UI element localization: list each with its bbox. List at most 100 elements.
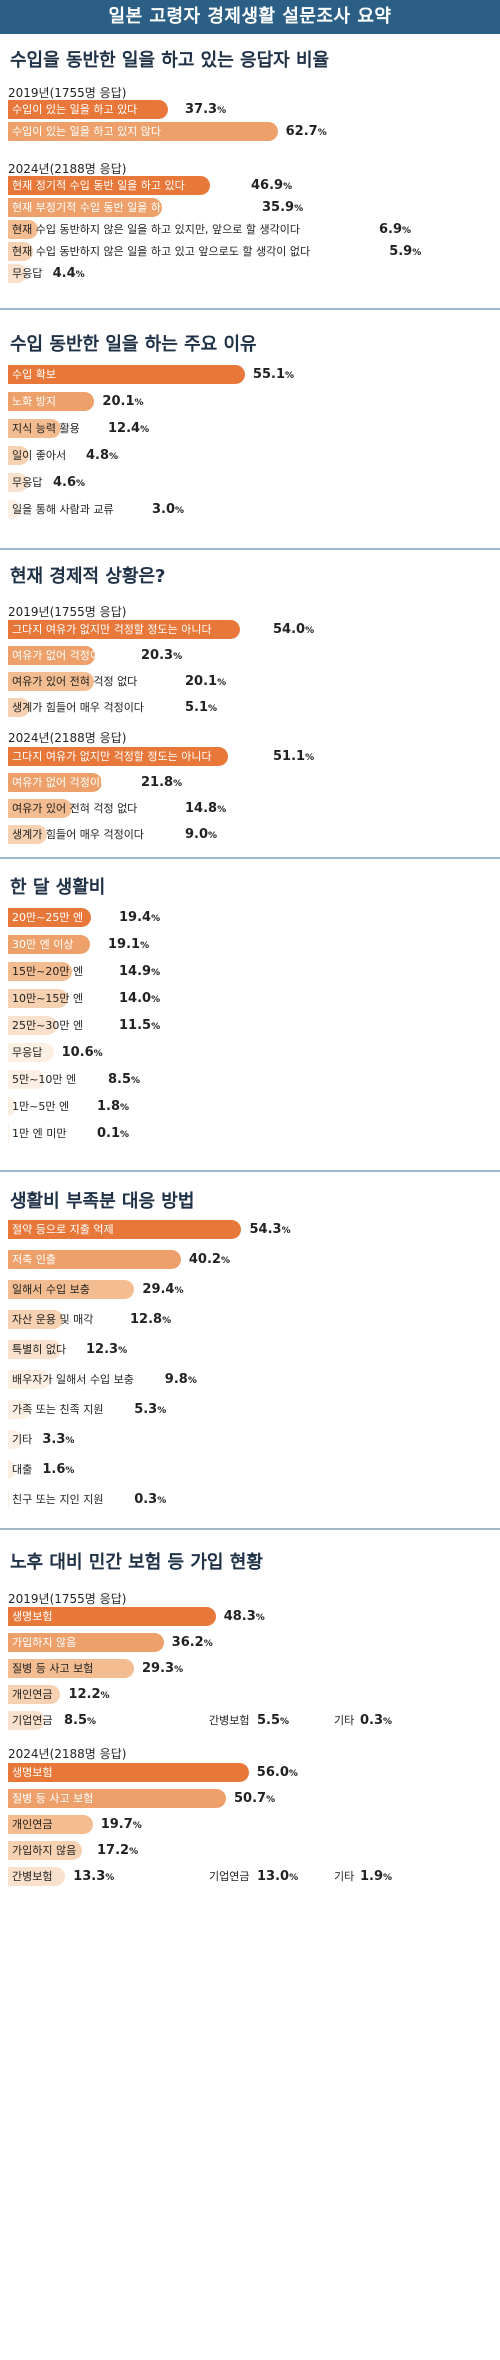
- bar: [8, 365, 245, 384]
- bar-value: 12.8%: [130, 1312, 172, 1327]
- bar-label: 여유가 있어 전혀 걱정 없다: [12, 675, 138, 688]
- bar-label: 수입이 있는 일을 하고 있다: [12, 103, 138, 116]
- bar: [8, 620, 241, 639]
- bar: [8, 100, 169, 119]
- bar: [8, 747, 228, 766]
- bar: [8, 1607, 216, 1626]
- bar-value: 17.2%: [97, 1843, 139, 1858]
- bar-label: 현재 수입 동반하지 않은 일을 하고 있지만, 앞으로 할 생각이다: [12, 223, 300, 236]
- bar-label: 무응답: [12, 476, 43, 489]
- bar-label: 그다지 여유가 없지만 걱정할 정도는 아니다: [12, 750, 212, 763]
- bar-value: 19.4%: [119, 910, 161, 925]
- bar-label: 무응답: [12, 267, 43, 280]
- bar-value: 48.3%: [223, 1609, 265, 1624]
- bar-value: 6.9%: [379, 222, 412, 237]
- bar: [8, 1124, 9, 1143]
- bar-label: 저축 인출: [12, 1253, 56, 1266]
- bar-value: 20.3%: [141, 648, 183, 663]
- bar-value: 14.8%: [185, 801, 227, 816]
- bar: [8, 1841, 82, 1860]
- bar: [8, 989, 69, 1008]
- bar: [8, 698, 30, 717]
- bar-label: 개인연금: [12, 1818, 53, 1831]
- bar-label: 생명보험: [12, 1610, 53, 1623]
- bar-value: 5.9%: [389, 244, 422, 259]
- section-divider: [0, 1170, 500, 1172]
- bar-value: 1.8%: [97, 1099, 130, 1114]
- bar: [8, 1400, 31, 1419]
- section-title: 수입을 동반한 일을 하고 있는 응답자 비율: [10, 50, 330, 71]
- bar-value: 54.3%: [249, 1222, 291, 1237]
- bar-label: 질병 등 사고 보험: [12, 1662, 94, 1675]
- bar: [8, 1867, 66, 1886]
- bar-value: 50.7%: [234, 1791, 276, 1806]
- bar: [8, 198, 163, 217]
- group-label: 2024년(2188명 응답): [8, 162, 127, 176]
- bar-label: 일해서 수입 보충: [12, 1283, 90, 1296]
- bar-value: 0.3%: [134, 1492, 167, 1507]
- bar: [8, 1789, 226, 1808]
- bar-label: 20만~25만 엔: [12, 911, 84, 924]
- bar-value: 0.3%: [360, 1713, 393, 1728]
- bar-value: 8.5%: [64, 1713, 97, 1728]
- bar-label: 현재 수입 동반하지 않은 일을 하고 있고 앞으로도 할 생각이 없다: [12, 245, 311, 258]
- bar: [8, 1685, 61, 1704]
- bar-value: 9.8%: [164, 1372, 197, 1387]
- bar: [8, 935, 91, 954]
- bar-label: 대출: [12, 1463, 33, 1476]
- bar: [8, 1763, 249, 1782]
- section-divider: [0, 308, 500, 310]
- bar-label: 여유가 없어 걱정이다: [12, 649, 111, 662]
- bar-label: 개인연금: [12, 1688, 53, 1701]
- group-label: 2024년(2188명 응답): [8, 731, 127, 745]
- bar-label: 생계가 힘들어 매우 걱정이다: [12, 828, 144, 841]
- group-label: 2024년(2188명 응답): [8, 1747, 127, 1761]
- bar-label: 현재 부정기적 수입 동반 일을 하고 있다: [12, 201, 195, 214]
- bar-value: 12.2%: [68, 1687, 110, 1702]
- bar-value: 1.6%: [42, 1462, 75, 1477]
- bar-value: 20.1%: [185, 674, 227, 689]
- bar-value: 14.9%: [119, 964, 161, 979]
- bar: [8, 419, 62, 438]
- bar: [8, 1460, 15, 1479]
- section-title: 노후 대비 민간 보험 등 가입 현황: [10, 1552, 263, 1573]
- bar-label: 생명보험: [12, 1766, 53, 1779]
- bar: [8, 220, 38, 239]
- bar: [8, 242, 34, 261]
- bar-value: 4.4%: [52, 266, 85, 281]
- section-title: 한 달 생활비: [10, 877, 106, 898]
- bar-label: 자산 운용 및 매각: [12, 1313, 94, 1326]
- bar: [8, 1070, 45, 1089]
- bar-value: 4.6%: [53, 475, 86, 490]
- bar-label: 10만~15만 엔: [12, 992, 84, 1005]
- bar: [8, 500, 21, 519]
- bar-value: 21.8%: [141, 775, 183, 790]
- bar-value: 12.3%: [86, 1342, 128, 1357]
- bar-value: 5.3%: [134, 1402, 167, 1417]
- bar: [8, 1280, 135, 1299]
- bar-value: 9.0%: [185, 827, 218, 842]
- bar-label: 1만~5만 엔: [12, 1100, 70, 1113]
- bar-value: 5.1%: [185, 700, 218, 715]
- bar-label: 일이 좋아서: [12, 449, 67, 462]
- section-divider: [0, 1528, 500, 1530]
- bar-value: 40.2%: [188, 1252, 230, 1267]
- bar-value: 14.0%: [119, 991, 161, 1006]
- bar-label: 일을 통해 사람과 교류: [12, 503, 114, 516]
- bar: [8, 799, 72, 818]
- bar-label: 간병보험: [12, 1870, 53, 1883]
- bar-label: 30만 엔 이상: [12, 938, 74, 951]
- bar-value: 55.1%: [252, 367, 295, 382]
- bar-label: 무응답: [12, 1046, 43, 1059]
- bar-value: 29.4%: [142, 1282, 184, 1297]
- bar-value: 10.6%: [61, 1045, 103, 1060]
- bar-value: 3.3%: [42, 1432, 75, 1447]
- bar-label: 15만~20만 엔: [12, 965, 84, 978]
- bar: [8, 122, 278, 141]
- bar-value: 56.0%: [256, 1765, 298, 1780]
- bar-label: 노화 방지: [12, 395, 56, 408]
- section-title: 수입 동반한 일을 하는 주요 이유: [10, 334, 257, 355]
- bar: [8, 1711, 45, 1730]
- bar-value: 54.0%: [273, 622, 315, 637]
- bar-label: 그다지 여유가 없지만 걱정할 정도는 아니다: [12, 623, 212, 636]
